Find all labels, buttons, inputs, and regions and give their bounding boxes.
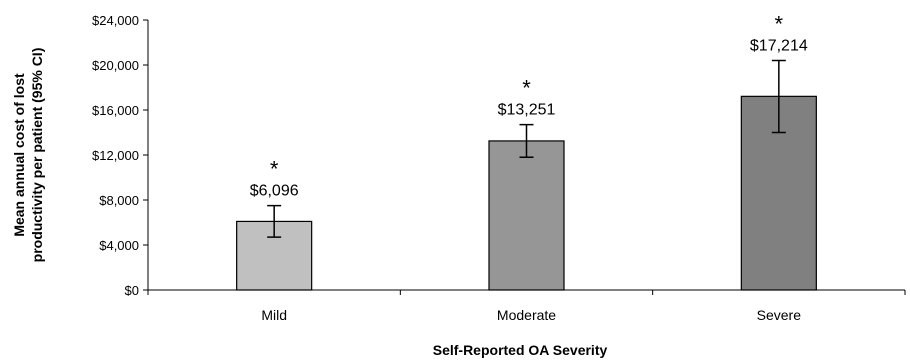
y-axis-title-line-1: Mean annual cost of lost <box>11 73 27 237</box>
y-tick-label: $12,000 <box>92 148 139 163</box>
y-tick-label: $16,000 <box>92 103 139 118</box>
y-tick-label: $8,000 <box>99 193 139 208</box>
significance-marker: * <box>775 12 784 37</box>
significance-marker: * <box>270 157 279 182</box>
x-tick-label: Mild <box>261 307 287 323</box>
x-axis-title: Self-Reported OA Severity <box>433 342 608 358</box>
x-tick-label: Moderate <box>497 307 556 323</box>
y-axis-title: Mean annual cost of lost productivity pe… <box>11 48 45 263</box>
x-tick-label: Severe <box>757 307 802 323</box>
data-label: $13,251 <box>498 102 556 119</box>
y-tick-label: $0 <box>125 283 139 298</box>
y-tick-label: $24,000 <box>92 13 139 28</box>
data-label: $6,096 <box>250 183 299 200</box>
y-axis-title-line-2: productivity per patient (95% CI) <box>29 48 45 263</box>
y-tick-label: $20,000 <box>92 58 139 73</box>
bar-mild <box>236 220 313 291</box>
y-tick-label: $4,000 <box>99 238 139 253</box>
bar-moderate <box>488 140 565 291</box>
data-label: $17,214 <box>750 38 808 55</box>
significance-marker: * <box>522 76 531 101</box>
